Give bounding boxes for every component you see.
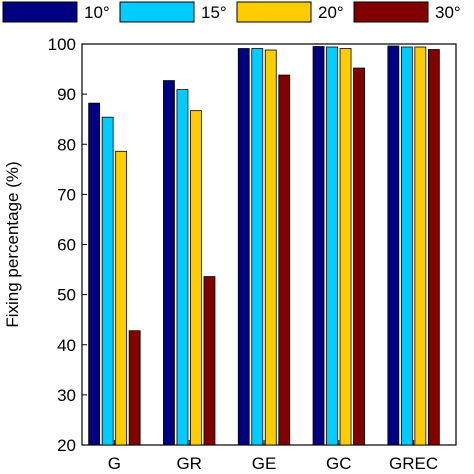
x-tick-label-ge: GE — [252, 454, 277, 473]
y-axis-title: Fixing percentage (%) — [3, 161, 22, 327]
bar-ge-series-4 — [278, 74, 291, 446]
x-tick-label-gc: GC — [326, 454, 352, 473]
x-tick-label-g: G — [108, 454, 121, 473]
bar-gr-series-3 — [190, 110, 202, 446]
x-tick-label-gr: GR — [176, 454, 202, 473]
y-tick-label-30: 30 — [57, 386, 76, 405]
bar-g-series-1 — [88, 102, 101, 446]
bar-g-series-3 — [115, 150, 128, 446]
legend: 10° 15° 20° 30° — [2, 1, 461, 23]
bar-g-series-4 — [128, 330, 141, 446]
bar-grec-series-3 — [414, 46, 427, 446]
bar-grec-series-1 — [387, 45, 400, 446]
bar-gr-series-4 — [203, 276, 216, 446]
bar-ge-series-2 — [251, 48, 264, 446]
y-tick-label-100: 100 — [48, 35, 76, 54]
bar-gc-series-3 — [339, 48, 352, 446]
y-axis: 20 30 40 50 60 70 80 90 100 — [48, 35, 87, 455]
y-tick-label-50: 50 — [57, 286, 76, 305]
legend-swatch-2 — [119, 1, 195, 23]
bar-gr-series-2 — [176, 89, 189, 446]
legend-label-4: 30° — [435, 3, 461, 22]
y-tick-label-60: 60 — [57, 236, 76, 255]
y-tick-label-70: 70 — [57, 185, 76, 204]
bar-gr-series-1 — [163, 80, 175, 446]
legend-label-3: 20° — [318, 3, 344, 22]
x-axis: G GR GE GC GREC — [108, 440, 438, 473]
legend-swatch-4 — [353, 1, 429, 23]
y-tick-label-80: 80 — [57, 135, 76, 154]
y-tick-label-90: 90 — [57, 85, 76, 104]
bar-ge-series-3 — [264, 49, 277, 446]
legend-label-1: 10° — [84, 3, 110, 22]
bar-gc-series-2 — [326, 46, 338, 446]
bar-ge-series-1 — [237, 48, 250, 446]
y-tick-label-20: 20 — [57, 436, 76, 455]
x-tick-label-grec: GREC — [389, 454, 438, 473]
bar-grec-series-4 — [427, 49, 440, 446]
legend-label-2: 15° — [201, 3, 227, 22]
bars-group — [88, 45, 440, 446]
bar-g-series-2 — [101, 116, 114, 446]
y-tick-label-40: 40 — [57, 336, 76, 355]
legend-swatch-1 — [2, 1, 78, 23]
bar-gc-series-1 — [312, 46, 325, 446]
legend-swatch-3 — [236, 1, 312, 23]
bar-gc-series-4 — [353, 67, 365, 446]
bar-grec-series-2 — [400, 46, 413, 446]
